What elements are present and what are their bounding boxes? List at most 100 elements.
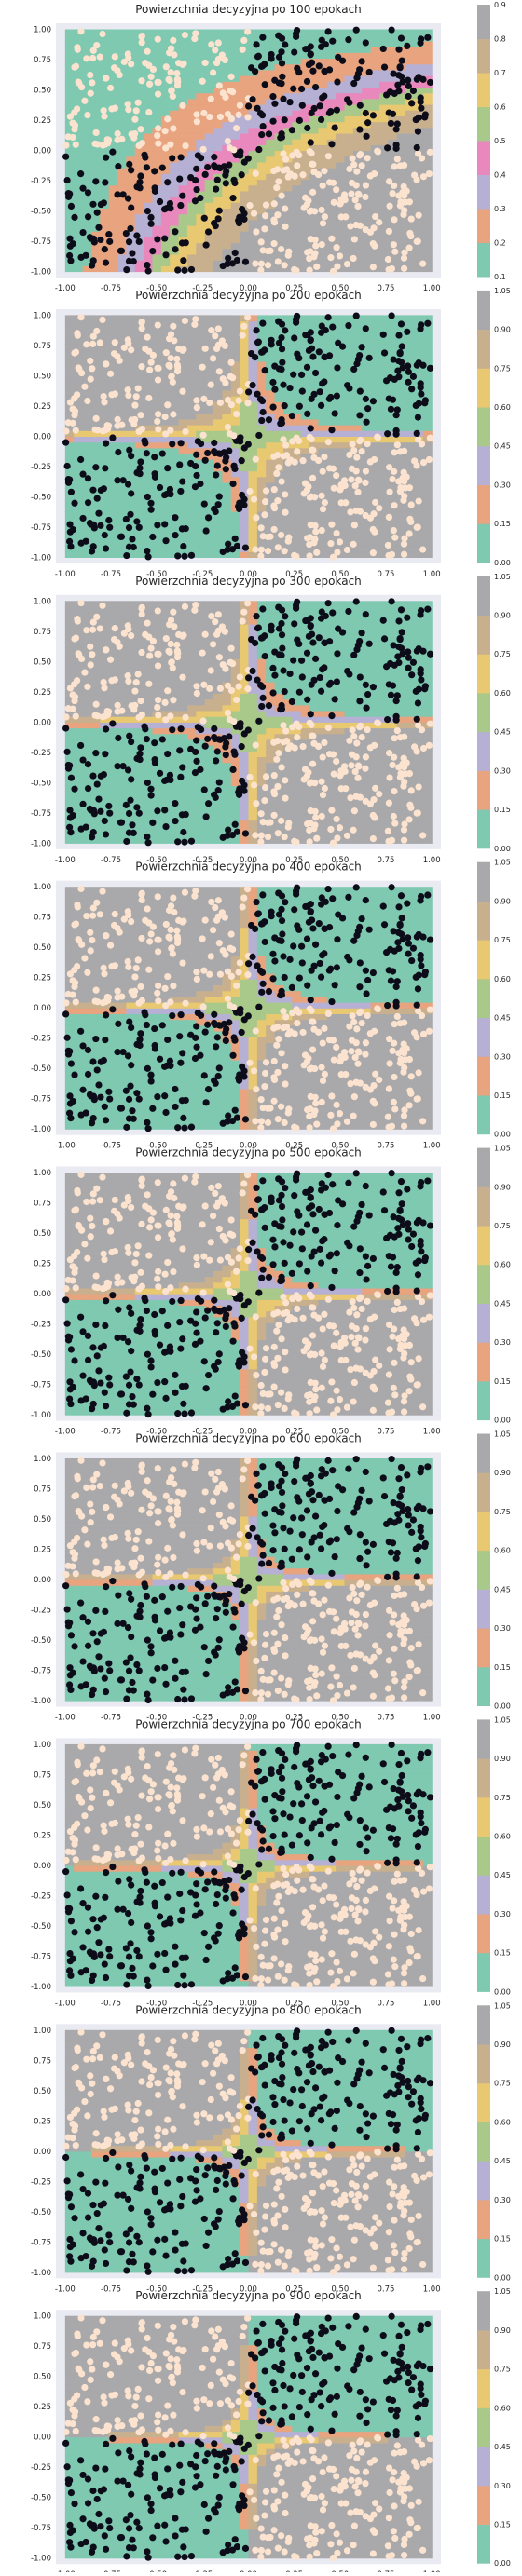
surface-cell — [326, 499, 337, 507]
point-class-1 — [345, 321, 352, 330]
point-class-1 — [215, 207, 223, 214]
surface-cell — [82, 132, 92, 140]
surface-cell — [300, 378, 310, 386]
surface-cell — [82, 612, 92, 619]
surface-cell — [352, 115, 363, 123]
surface-cell — [266, 459, 276, 466]
surface-cell — [74, 202, 84, 210]
point-class-0 — [319, 468, 326, 475]
surface-cell — [405, 425, 416, 431]
surface-cell — [422, 517, 433, 523]
point-class-0 — [72, 141, 79, 148]
point-class-0 — [306, 540, 313, 549]
point-class-0 — [100, 392, 107, 400]
surface-cell — [74, 751, 84, 758]
point-class-1 — [322, 326, 329, 334]
surface-cell — [213, 52, 224, 60]
point-class-1 — [77, 455, 85, 464]
point-class-0 — [138, 324, 145, 332]
surface-cell — [248, 505, 258, 512]
point-class-0 — [400, 254, 408, 262]
surface-cell — [256, 184, 267, 192]
surface-cell — [100, 384, 110, 391]
point-class-1 — [311, 83, 320, 91]
surface-cell — [64, 326, 75, 333]
surface-cell — [362, 103, 372, 111]
surface-cell — [82, 733, 92, 740]
point-class-0 — [147, 359, 155, 366]
point-class-0 — [244, 314, 252, 321]
surface-cell — [90, 52, 101, 60]
surface-cell — [396, 510, 406, 518]
point-class-0 — [393, 441, 401, 449]
surface-cell — [230, 103, 240, 111]
point-class-0 — [281, 548, 288, 555]
point-class-0 — [106, 84, 115, 92]
point-class-1 — [231, 249, 239, 257]
surface-cell — [422, 349, 433, 357]
colorbar-tick-label: 0.4 — [494, 171, 506, 180]
surface-cell — [186, 69, 197, 76]
point-class-1 — [88, 262, 96, 269]
surface-cell — [126, 360, 136, 368]
colorbar-band — [477, 38, 490, 74]
surface-cell — [240, 338, 250, 345]
point-class-0 — [144, 47, 151, 55]
surface-cell — [108, 115, 118, 123]
surface-cell — [248, 127, 258, 134]
surface-cell — [240, 197, 250, 203]
point-class-1 — [92, 178, 100, 185]
surface-cell — [186, 425, 197, 431]
surface-cell — [108, 197, 118, 203]
surface-cell — [266, 373, 276, 380]
point-class-1 — [202, 241, 210, 249]
surface-cell — [82, 139, 92, 145]
surface-cell — [292, 219, 302, 226]
surface-cell — [266, 326, 276, 333]
point-class-1 — [259, 319, 267, 327]
surface-cell — [336, 265, 346, 273]
surface-cell — [318, 265, 328, 273]
point-class-0 — [64, 133, 72, 141]
surface-cell — [230, 242, 240, 250]
surface-cell — [82, 29, 92, 36]
surface-cell — [318, 197, 328, 203]
surface-cell — [74, 58, 84, 65]
surface-cell — [126, 127, 136, 134]
surface-cell — [344, 253, 354, 261]
surface-cell — [318, 52, 328, 60]
surface-cell — [108, 539, 118, 547]
surface-cell — [186, 224, 197, 232]
surface-cell — [240, 115, 250, 123]
surface-cell — [74, 767, 84, 775]
surface-cell — [336, 355, 346, 362]
surface-cell — [336, 184, 346, 192]
surface-cell — [64, 733, 75, 740]
point-class-1 — [269, 378, 277, 386]
surface-cell — [300, 499, 310, 507]
surface-cell — [196, 121, 206, 129]
point-class-0 — [396, 448, 404, 455]
surface-cell — [344, 69, 354, 76]
point-class-1 — [379, 331, 387, 338]
point-class-1 — [362, 109, 369, 117]
point-class-0 — [374, 147, 381, 155]
surface-cell — [186, 332, 197, 339]
surface-cell — [196, 208, 206, 215]
surface-cell — [318, 360, 328, 368]
surface-cell — [222, 315, 232, 322]
surface-cell — [240, 248, 250, 255]
surface-cell — [336, 401, 346, 409]
surface-cell — [100, 168, 110, 174]
surface-cell — [292, 534, 302, 541]
point-class-0 — [401, 535, 408, 542]
surface-cell — [186, 494, 197, 501]
colorbar-band — [477, 141, 490, 175]
surface-cell — [414, 29, 424, 36]
surface-cell — [240, 367, 250, 373]
surface-cell — [326, 161, 337, 169]
point-class-1 — [109, 434, 117, 441]
point-class-0 — [77, 28, 85, 35]
surface-cell — [266, 320, 276, 328]
surface-cell — [422, 470, 433, 478]
